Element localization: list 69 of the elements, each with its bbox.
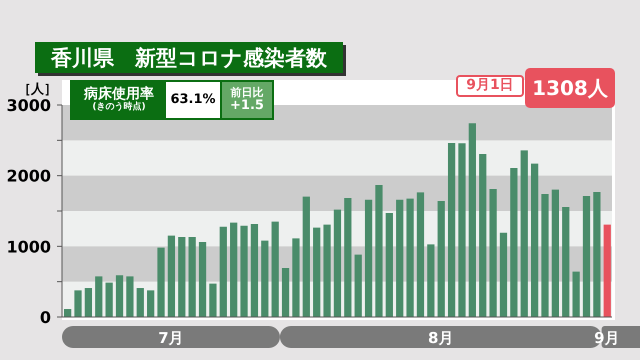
bar [64, 309, 72, 317]
bar [364, 200, 372, 317]
bar [552, 190, 559, 317]
bar [396, 200, 404, 317]
bar [438, 200, 445, 317]
bar [604, 224, 611, 317]
bar [136, 288, 144, 317]
bar [198, 242, 206, 317]
bar [334, 210, 342, 317]
x-tick-label: 7月 [158, 329, 184, 347]
bar [168, 236, 176, 317]
bar [106, 282, 113, 317]
bar [282, 268, 290, 317]
bar [562, 206, 570, 317]
bar [479, 154, 486, 317]
bar [593, 192, 601, 317]
bar [240, 226, 248, 317]
x-tick-label: 8月 [428, 329, 454, 347]
bar [74, 290, 82, 317]
bar [386, 212, 393, 317]
bar [178, 237, 186, 317]
bar [302, 196, 310, 317]
bar [541, 194, 549, 317]
bar [230, 222, 238, 317]
bar [292, 238, 300, 317]
bar [427, 244, 434, 317]
bar [250, 224, 258, 317]
text: 前日比 [230, 86, 264, 99]
y-tick-label: 1000 [6, 237, 51, 256]
bar [272, 222, 279, 317]
bar [375, 184, 383, 317]
text: 1308人 [532, 76, 608, 100]
y-tick-label: 3000 [6, 96, 51, 115]
x-tick-label: 9月 [594, 329, 620, 347]
bar [209, 284, 217, 317]
bar [406, 198, 414, 317]
bar [416, 192, 424, 317]
bar [188, 237, 196, 317]
annotation: 63.1% [170, 92, 216, 108]
bar [344, 198, 352, 317]
annotation: +1.5 [230, 98, 264, 114]
bar [510, 168, 518, 317]
bar [126, 276, 134, 317]
bar [572, 272, 580, 317]
bar [500, 232, 508, 317]
bar [489, 189, 497, 317]
bar [84, 288, 92, 317]
text: 病床使用率 [84, 86, 154, 102]
bar [95, 276, 102, 317]
bar [468, 123, 476, 317]
bar [147, 290, 154, 317]
bar [354, 254, 362, 317]
bar [530, 164, 538, 317]
bar [157, 248, 165, 317]
chart-title: 香川県 新型コロナ感染者数 [35, 42, 343, 73]
bar [313, 228, 320, 317]
bar [520, 150, 528, 317]
bar [116, 275, 124, 317]
bar [582, 196, 590, 317]
bar [448, 143, 456, 317]
bar [458, 143, 466, 317]
text: 9月1日 [466, 77, 514, 94]
bar [261, 240, 268, 317]
annotation: (きのう時点) [92, 102, 146, 113]
y-tick-label: 2000 [6, 166, 51, 186]
y-tick-label: 0 [40, 308, 51, 327]
bar [220, 226, 227, 317]
bar [323, 224, 331, 317]
y-axis-title: ［人］ [18, 81, 57, 98]
